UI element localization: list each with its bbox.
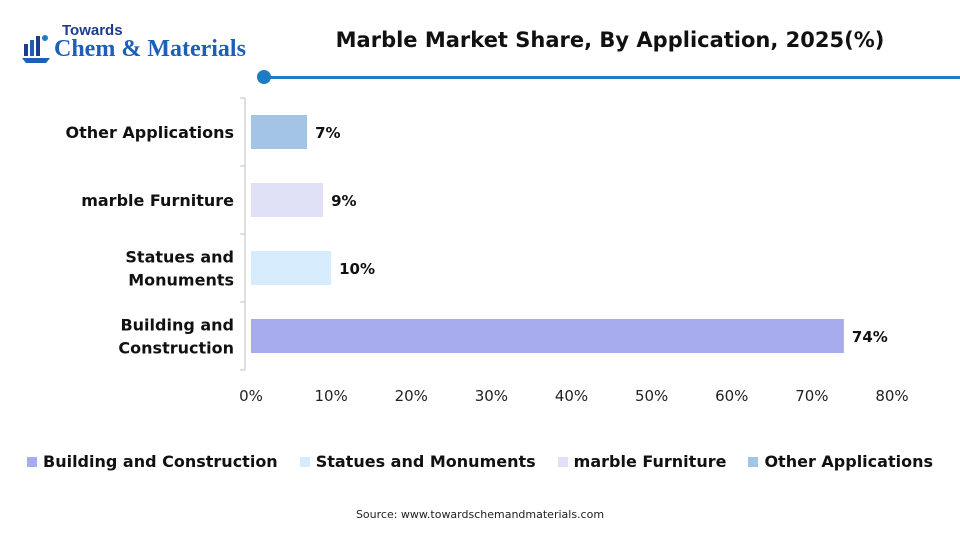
- legend-swatch-furniture: [557, 456, 568, 467]
- data-label: 7%: [315, 124, 340, 142]
- legend-swatch-statues: [299, 456, 310, 467]
- logo-main-text: Chem & Materials: [54, 36, 246, 62]
- brand-logo: Towards Chem & Materials: [14, 22, 254, 66]
- legend-label-furniture: marble Furniture: [573, 452, 727, 471]
- legend-swatch-other: [748, 456, 759, 467]
- category-label: Other Applications: [65, 123, 234, 142]
- category-label: marble Furniture: [81, 191, 234, 210]
- title-rule-dot: [257, 70, 271, 84]
- x-tick-label: 0%: [239, 387, 263, 405]
- bar-chart: 74% Building and Construction 10% Statues an…: [65, 97, 909, 405]
- flask-icon: [22, 35, 50, 63]
- category-label: Monuments: [128, 271, 234, 290]
- category-label: Building and: [120, 316, 234, 335]
- chart-title: Marble Market Share, By Application, 202…: [335, 28, 885, 52]
- legend-item-statues: Statues and Monuments: [299, 452, 536, 471]
- data-label: 9%: [331, 192, 356, 210]
- bar-3: [251, 183, 324, 217]
- source-note: Source: www.towardschemandmaterials.com: [355, 508, 605, 521]
- legend-swatch-building: [27, 456, 37, 467]
- x-tick-label: 50%: [635, 387, 668, 405]
- category-label: Construction: [118, 339, 234, 358]
- x-tick-label: 20%: [395, 387, 428, 405]
- x-tick-label: 70%: [795, 387, 828, 405]
- x-tick-label: 40%: [555, 387, 588, 405]
- logo-towards-text: Towards: [62, 22, 123, 39]
- legend-item-other: Other Applications: [748, 452, 933, 471]
- legend-label-statues: Statues and Monuments: [315, 452, 536, 471]
- data-label: 74%: [852, 328, 888, 346]
- x-tick-label: 30%: [475, 387, 508, 405]
- x-tick-label: 10%: [314, 387, 347, 405]
- bar-1: [251, 319, 844, 353]
- legend-item-building: Building and Construction: [27, 452, 278, 471]
- legend-item-furniture: marble Furniture: [557, 452, 727, 471]
- chart-legend: Building and Construction Statues and Mo…: [0, 452, 960, 471]
- legend-label-other: Other Applications: [764, 452, 933, 471]
- legend-label-building: Building and Construction: [43, 452, 278, 471]
- x-tick-label: 80%: [875, 387, 908, 405]
- bar-2: [251, 251, 332, 285]
- title-rule: [264, 76, 960, 79]
- bar-4: [251, 115, 308, 149]
- category-label: Statues and: [125, 248, 234, 267]
- data-label: 10%: [339, 260, 375, 278]
- x-tick-label: 60%: [715, 387, 748, 405]
